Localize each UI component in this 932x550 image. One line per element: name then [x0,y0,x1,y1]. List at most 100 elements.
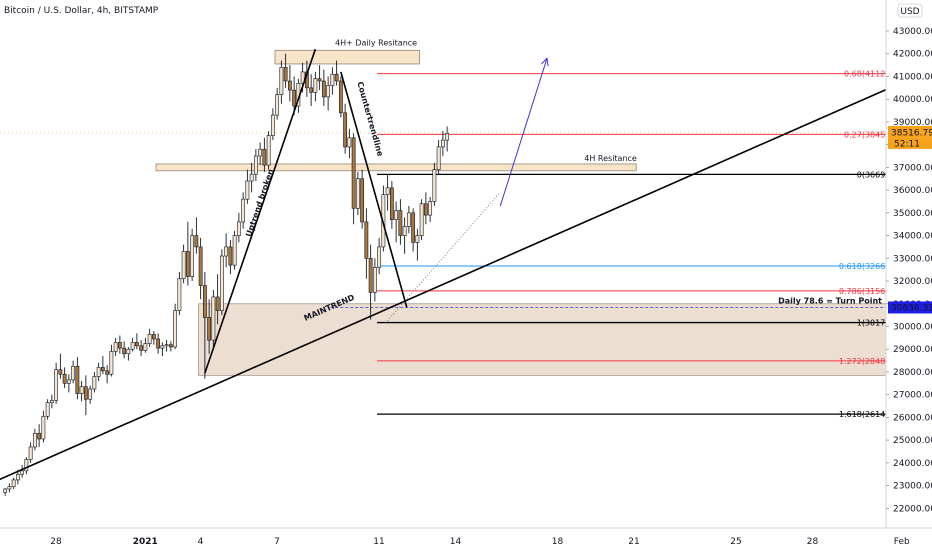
candle-body [71,365,76,381]
candle-body [143,343,148,351]
candle-body [406,212,411,227]
candle-body [54,369,59,401]
candle-body [194,235,199,248]
candle-body [266,135,271,166]
candle-body [402,226,407,236]
candle-body [313,78,318,93]
fib-level-label-4: 0.786(31568.66) [839,287,906,296]
candle-body [364,221,369,259]
candle-body [164,344,169,347]
candle-body [96,367,101,377]
candle-body [428,201,433,216]
x-tick-label: 2021 [133,537,158,547]
current-price-value: 38516.79 [891,128,932,138]
marker-price-tag [888,301,932,314]
candle-body [300,71,305,84]
candle-body [330,73,335,86]
y-tick-label: 29000.00 [893,345,932,355]
candle-body [219,255,224,311]
candle-body [253,155,258,175]
candle-body [105,370,110,375]
candle-body [292,89,297,107]
candle-body [83,386,88,400]
candle-body [385,187,390,195]
candle-body [3,488,8,493]
y-tick-label: 37000.00 [893,163,932,173]
fib-level-label-1: 0.27(38452.68) [844,130,906,139]
candle-body [423,203,428,216]
candle-body [198,246,203,286]
projection-arrow [499,58,548,207]
candle-body [92,376,97,390]
zone-label-1: 4H Resitance [584,154,637,163]
candle-body [79,386,84,394]
candle-body [58,369,63,375]
candle-body [32,433,37,448]
x-tick-label: 25 [730,537,741,547]
candle-body [41,415,46,440]
countdown-value: 52:11 [894,139,920,149]
y-tick-label: 23000.00 [893,482,932,492]
x-tick-label: 28 [807,537,819,547]
x-tick-label: 7 [274,537,280,547]
candle-body [147,334,152,344]
candle-body [7,486,12,490]
y-tick-label: 27000.00 [893,391,932,401]
zone-label-0: 4H+ Daily Resitance [335,38,417,47]
trendline-0 [0,73,922,481]
candle-body [228,246,233,266]
candle-body [351,137,356,209]
trendline-1 [204,48,317,374]
candle-body [122,347,127,355]
candle-body [181,251,186,280]
x-tick-label: 21 [628,537,639,547]
candle-body [190,235,195,277]
candle-body [49,400,54,403]
candle-body [419,203,424,236]
y-tick-label: 39000.00 [893,118,932,128]
candle-body [309,87,314,93]
candle-body [258,148,263,157]
zone-0 [274,49,420,65]
candle-body [173,310,178,348]
y-tick-label: 32000.00 [893,277,932,287]
candle-body [211,296,216,341]
candle-body [20,470,25,475]
candle-body [109,351,114,375]
currency-badge[interactable] [897,3,923,18]
candle-body [202,285,207,318]
y-tick-label: 33000.00 [893,254,932,264]
candle-body [185,251,190,277]
candle-body [343,112,348,148]
fib-levels-layer: 0.68(41125.34) 0.27(38452.68) 0(36692.50) 0… [330,70,909,419]
candle-body [283,67,288,82]
candle-body [432,169,437,202]
candle-body [287,80,292,91]
candle-body [440,139,445,148]
fib-level-label-2: 0(36692.50) [857,170,907,179]
candle-body [411,212,416,243]
candle-body [168,344,173,348]
candle-body [37,433,42,440]
candle-body [398,210,403,236]
candle-body [66,379,71,384]
candle-body [75,365,80,394]
trendlines-layer [0,48,922,481]
candle-body [279,67,284,95]
marker-price-value: 30836.31 [891,303,932,313]
currency-label: USD [900,7,919,17]
dotted-projection-line [385,192,501,324]
y-tick-label: 40000.00 [893,95,932,105]
candle-body [160,345,165,349]
candle-body [415,235,420,243]
trendline-label-1: Uptrend broken [244,168,276,238]
fib-level-label-6: 1.272(28488.48) [839,357,906,366]
candle-body [355,178,360,209]
price-axis-bg [886,0,932,550]
y-tick-label: 22000.00 [893,504,932,514]
candle-body [24,459,29,472]
y-tick-label: 30000.00 [893,322,932,332]
x-tick-label: 28 [50,537,62,547]
